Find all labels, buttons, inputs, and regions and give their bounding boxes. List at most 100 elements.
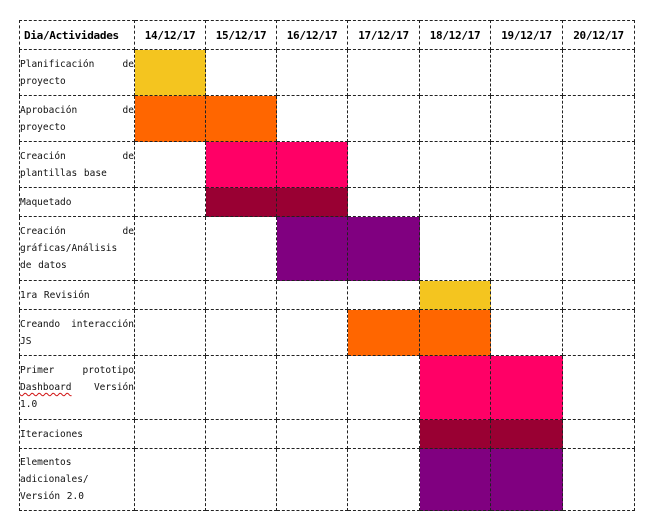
activity-label-part: Primer prototipo	[20, 365, 134, 376]
activity-label: 1ra Revisión	[19, 280, 135, 310]
header-row: Dia/Actividades 14/12/17 15/12/17 16/12/…	[19, 20, 635, 50]
schedule-cell	[276, 419, 348, 449]
date-header: 16/12/17	[276, 20, 348, 50]
schedule-cell	[276, 95, 348, 142]
activity-label-part: Versión 1.0	[20, 382, 134, 410]
table-row: Primer prototipo Dashboard Versión 1.0	[19, 355, 635, 420]
activity-label: Iteraciones	[19, 419, 135, 449]
schedule-cell-filled	[490, 355, 563, 420]
schedule-cell	[276, 280, 348, 310]
schedule-cell-filled	[205, 187, 277, 217]
activity-label: Maquetado	[19, 187, 135, 217]
schedule-cell-filled	[419, 309, 491, 356]
schedule-cell-filled	[347, 309, 420, 356]
schedule-cell	[205, 355, 277, 420]
schedule-cell	[134, 216, 206, 281]
activity-label: Primer prototipo Dashboard Versión 1.0	[19, 355, 135, 420]
schedule-cell	[562, 355, 635, 420]
table-row: 1ra Revisión	[19, 280, 635, 310]
activity-label: Creación de gráficas/Análisis de datos	[19, 216, 135, 281]
schedule-cell	[419, 95, 491, 142]
schedule-cell	[490, 187, 563, 217]
schedule-cell	[562, 187, 635, 217]
activity-label: Creando interacción JS	[19, 309, 135, 356]
schedule-cell	[562, 280, 635, 310]
schedule-cell	[205, 280, 277, 310]
schedule-cell	[490, 216, 563, 281]
schedule-cell	[347, 355, 420, 420]
table-row: Iteraciones	[19, 419, 635, 449]
activity-label: Aprobación de proyecto	[19, 95, 135, 142]
activity-label: Elementos adicionales/ Versión 2.0	[19, 448, 135, 511]
schedule-cell-filled	[205, 95, 277, 142]
date-header: 17/12/17	[347, 20, 420, 50]
schedule-cell	[134, 141, 206, 188]
schedule-cell	[347, 95, 420, 142]
schedule-cell	[205, 216, 277, 281]
schedule-cell-filled	[490, 448, 563, 511]
table-row: Elementos adicionales/ Versión 2.0	[19, 448, 635, 511]
table-row: Creando interacción JS	[19, 309, 635, 356]
date-header: 19/12/17	[490, 20, 563, 50]
schedule-cell-filled	[276, 216, 348, 281]
schedule-cell	[134, 448, 206, 511]
schedule-cell	[562, 448, 635, 511]
schedule-cell	[347, 448, 420, 511]
schedule-cell	[134, 309, 206, 356]
gantt-table: Dia/Actividades 14/12/17 15/12/17 16/12/…	[19, 20, 635, 511]
date-header: 18/12/17	[419, 20, 491, 50]
schedule-cell	[347, 280, 420, 310]
schedule-cell	[562, 309, 635, 356]
date-header: 14/12/17	[134, 20, 206, 50]
schedule-cell	[276, 355, 348, 420]
schedule-cell-filled	[347, 216, 420, 281]
schedule-cell	[134, 355, 206, 420]
activity-label: Planificación de proyecto	[19, 49, 135, 96]
schedule-cell	[419, 216, 491, 281]
schedule-cell	[419, 141, 491, 188]
date-header: 15/12/17	[205, 20, 277, 50]
schedule-cell-filled	[419, 419, 491, 449]
schedule-cell	[134, 419, 206, 449]
schedule-cell-filled	[134, 95, 206, 142]
table-row: Maquetado	[19, 187, 635, 217]
schedule-cell	[562, 419, 635, 449]
date-header: 20/12/17	[562, 20, 635, 50]
schedule-cell	[205, 309, 277, 356]
schedule-cell	[134, 187, 206, 217]
schedule-cell-filled	[419, 280, 491, 310]
corner-header: Dia/Actividades	[19, 20, 135, 50]
schedule-cell	[205, 448, 277, 511]
schedule-cell	[134, 280, 206, 310]
schedule-cell	[347, 419, 420, 449]
schedule-cell-filled	[419, 448, 491, 511]
schedule-cell	[562, 95, 635, 142]
schedule-cell	[562, 216, 635, 281]
misspelled-word: Dashboard	[20, 382, 72, 393]
schedule-cell	[205, 419, 277, 449]
schedule-cell	[562, 49, 635, 96]
schedule-cell	[276, 448, 348, 511]
schedule-cell-filled	[490, 419, 563, 449]
schedule-cell	[490, 309, 563, 356]
schedule-cell	[347, 141, 420, 188]
table-row: Aprobación de proyecto	[19, 95, 635, 142]
schedule-cell	[490, 280, 563, 310]
schedule-cell	[205, 49, 277, 96]
schedule-cell-filled	[205, 141, 277, 188]
schedule-cell	[347, 187, 420, 217]
schedule-cell	[490, 49, 563, 96]
activity-label: Creación de plantillas base	[19, 141, 135, 188]
schedule-cell	[419, 187, 491, 217]
schedule-cell	[490, 141, 563, 188]
schedule-cell	[419, 49, 491, 96]
schedule-cell	[347, 49, 420, 96]
schedule-cell	[276, 49, 348, 96]
schedule-cell	[490, 95, 563, 142]
table-row: Creación de plantillas base	[19, 141, 635, 188]
schedule-cell-filled	[276, 141, 348, 188]
schedule-cell-filled	[419, 355, 491, 420]
schedule-cell	[562, 141, 635, 188]
table-row: Creación de gráficas/Análisis de datos	[19, 216, 635, 281]
schedule-cell-filled	[134, 49, 206, 96]
